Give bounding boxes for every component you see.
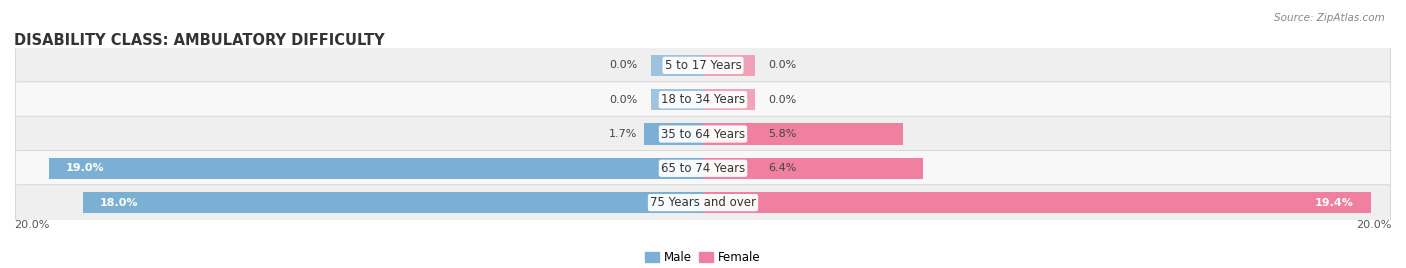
Bar xyxy=(703,158,924,179)
Text: 65 to 74 Years: 65 to 74 Years xyxy=(661,162,745,175)
Text: 18 to 34 Years: 18 to 34 Years xyxy=(661,93,745,106)
Text: 5 to 17 Years: 5 to 17 Years xyxy=(665,59,741,72)
Bar xyxy=(703,55,755,76)
FancyBboxPatch shape xyxy=(15,82,1391,118)
FancyBboxPatch shape xyxy=(15,47,1391,83)
Text: 35 to 64 Years: 35 to 64 Years xyxy=(661,128,745,140)
Text: 75 Years and over: 75 Years and over xyxy=(650,196,756,209)
Bar xyxy=(703,89,755,110)
Bar xyxy=(703,192,1371,213)
FancyBboxPatch shape xyxy=(15,185,1391,221)
Text: 6.4%: 6.4% xyxy=(769,163,797,173)
Text: 19.0%: 19.0% xyxy=(66,163,104,173)
Legend: Male, Female: Male, Female xyxy=(641,246,765,268)
Text: 0.0%: 0.0% xyxy=(609,60,637,70)
Text: 5.8%: 5.8% xyxy=(769,129,797,139)
Text: 0.0%: 0.0% xyxy=(609,95,637,105)
Bar xyxy=(644,123,703,145)
Text: 20.0%: 20.0% xyxy=(1357,221,1392,230)
Text: 20.0%: 20.0% xyxy=(14,221,49,230)
Text: 0.0%: 0.0% xyxy=(769,95,797,105)
FancyBboxPatch shape xyxy=(15,116,1391,152)
Text: DISABILITY CLASS: AMBULATORY DIFFICULTY: DISABILITY CLASS: AMBULATORY DIFFICULTY xyxy=(14,33,385,48)
Text: 18.0%: 18.0% xyxy=(100,198,139,208)
Bar xyxy=(703,123,903,145)
Bar xyxy=(83,192,703,213)
Text: 19.4%: 19.4% xyxy=(1315,198,1354,208)
Bar xyxy=(48,158,703,179)
Text: 1.7%: 1.7% xyxy=(609,129,637,139)
Text: Source: ZipAtlas.com: Source: ZipAtlas.com xyxy=(1274,13,1385,23)
Bar xyxy=(651,55,703,76)
Text: 0.0%: 0.0% xyxy=(769,60,797,70)
FancyBboxPatch shape xyxy=(15,150,1391,186)
Bar xyxy=(651,89,703,110)
